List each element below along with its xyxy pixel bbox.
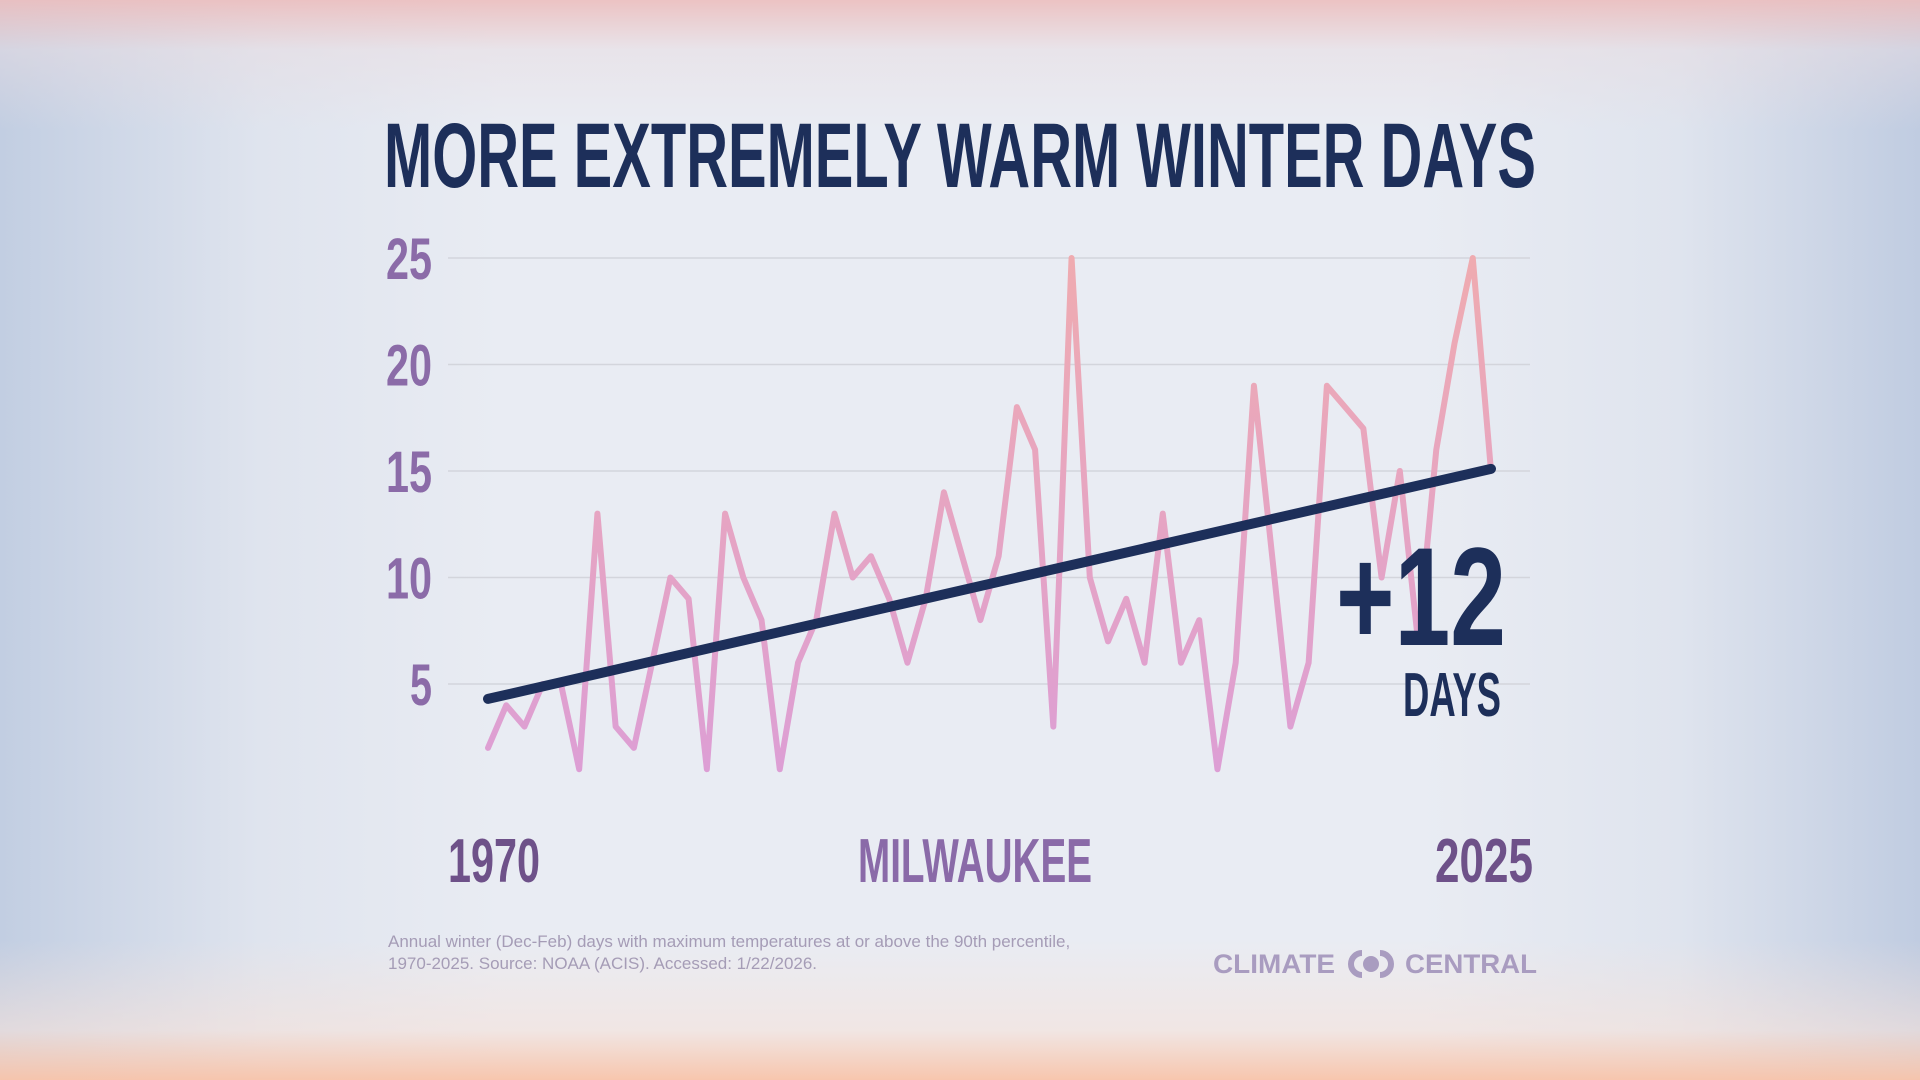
annotation-unit: DAYS bbox=[1403, 661, 1501, 730]
y-tick-label: 25 bbox=[386, 227, 432, 292]
footnote-line-2: 1970-2025. Source: NOAA (ACIS). Accessed… bbox=[388, 954, 818, 973]
y-tick-label: 5 bbox=[410, 653, 432, 718]
annotation-value: +12 bbox=[1336, 518, 1506, 675]
chart-title: MORE EXTREMELY WARM WINTER DAYS bbox=[384, 105, 1536, 207]
y-tick-label: 15 bbox=[386, 440, 432, 505]
logo-text-right: CENTRAL bbox=[1405, 949, 1537, 979]
series-line bbox=[485, 255, 1494, 773]
trend-line bbox=[483, 463, 1496, 704]
logo: CLIMATE CENTRAL bbox=[1213, 949, 1537, 979]
footnote-line-1: Annual winter (Dec-Feb) days with maximu… bbox=[388, 932, 1071, 951]
climate-central-rings-icon bbox=[1348, 950, 1394, 978]
location-label: MILWAUKEE bbox=[858, 827, 1092, 896]
logo-text-left: CLIMATE bbox=[1213, 949, 1335, 979]
x-end-label: 2025 bbox=[1435, 827, 1533, 896]
y-tick-label: 20 bbox=[386, 334, 432, 399]
footnote: Annual winter (Dec-Feb) days with maximu… bbox=[388, 931, 1148, 975]
x-start-label: 1970 bbox=[448, 827, 540, 896]
y-tick-label: 10 bbox=[386, 547, 432, 612]
